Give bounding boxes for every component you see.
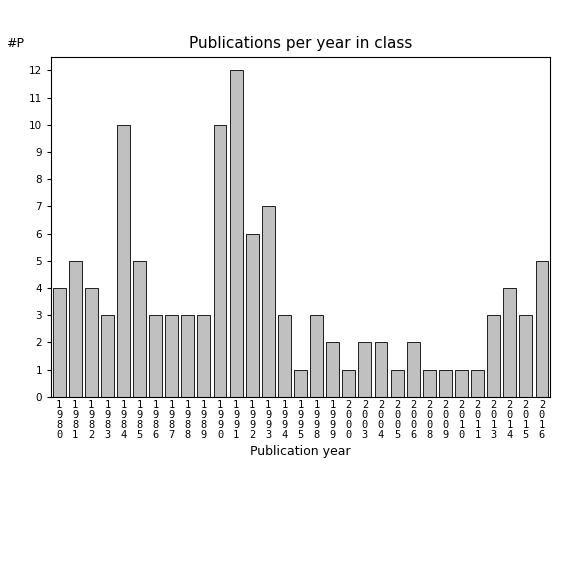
Bar (101, 315, 114, 397)
Bar (262, 206, 275, 397)
Bar (294, 370, 307, 397)
Bar (310, 315, 323, 397)
X-axis label: Publication year: Publication year (250, 445, 351, 458)
Bar (407, 342, 420, 397)
Bar (53, 288, 66, 397)
Bar (342, 370, 356, 397)
Bar (423, 370, 435, 397)
Bar (166, 315, 178, 397)
Bar (197, 315, 210, 397)
Bar (439, 370, 452, 397)
Bar (519, 315, 532, 397)
Bar (246, 234, 259, 397)
Bar (117, 125, 130, 397)
Bar (230, 70, 243, 397)
Text: #P: #P (6, 37, 24, 50)
Bar (375, 342, 387, 397)
Bar (69, 261, 82, 397)
Bar (391, 370, 404, 397)
Bar (85, 288, 98, 397)
Bar (214, 125, 226, 397)
Bar (503, 288, 516, 397)
Bar (181, 315, 194, 397)
Bar (278, 315, 291, 397)
Bar (133, 261, 146, 397)
Bar (535, 261, 548, 397)
Bar (326, 342, 339, 397)
Bar (487, 315, 500, 397)
Bar (471, 370, 484, 397)
Bar (149, 315, 162, 397)
Title: Publications per year in class: Publications per year in class (189, 36, 412, 52)
Bar (358, 342, 371, 397)
Bar (455, 370, 468, 397)
